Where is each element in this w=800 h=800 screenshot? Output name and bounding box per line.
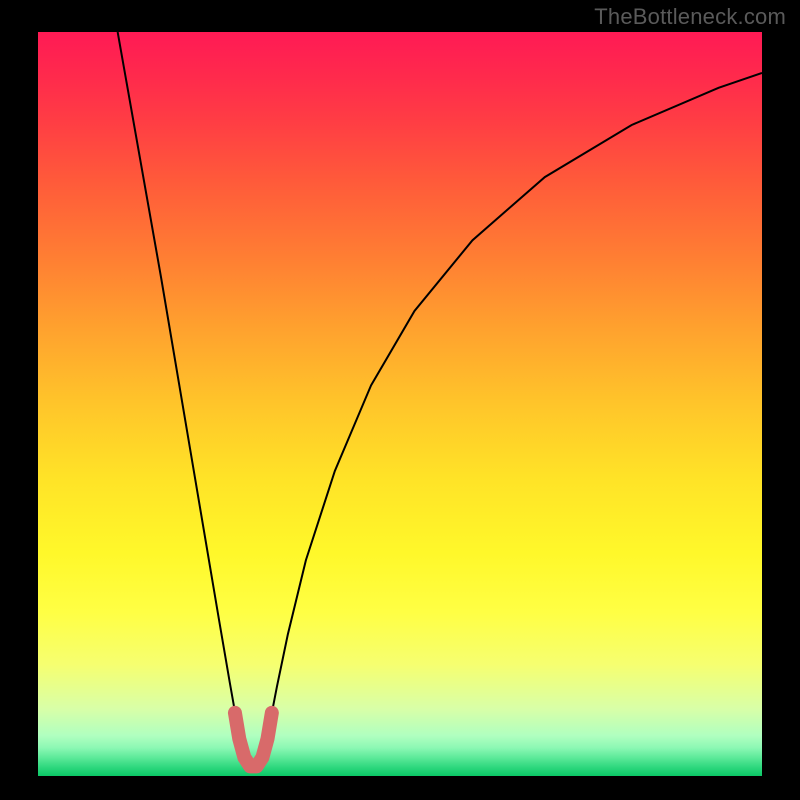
watermark-text: TheBottleneck.com <box>594 4 786 30</box>
plot-area <box>38 32 762 776</box>
